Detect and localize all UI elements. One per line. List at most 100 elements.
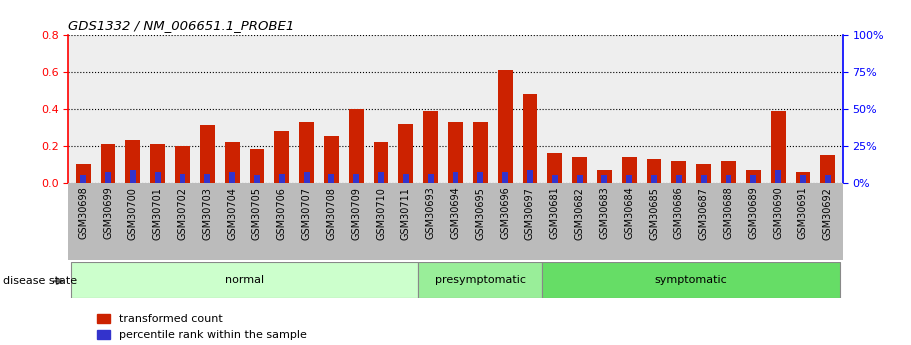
Bar <box>150 144 165 183</box>
Text: GSM30708: GSM30708 <box>326 187 336 240</box>
Text: GSM30681: GSM30681 <box>549 187 559 239</box>
Bar <box>126 140 140 183</box>
Text: GSM30695: GSM30695 <box>476 187 486 240</box>
Bar <box>403 174 409 183</box>
Text: GSM30692: GSM30692 <box>823 187 833 240</box>
Bar <box>597 170 612 183</box>
Bar <box>155 172 160 183</box>
Bar <box>751 176 756 183</box>
Bar <box>577 176 582 183</box>
Bar <box>200 125 215 183</box>
Bar <box>204 174 210 183</box>
Bar <box>175 146 189 183</box>
Bar <box>254 176 260 183</box>
Text: GSM30689: GSM30689 <box>748 187 758 239</box>
Text: GSM30683: GSM30683 <box>599 187 609 239</box>
Bar <box>303 172 310 183</box>
Bar <box>725 176 732 183</box>
Text: GSM30693: GSM30693 <box>425 187 435 239</box>
Bar <box>473 122 487 183</box>
Bar <box>299 122 314 183</box>
Bar <box>775 170 781 183</box>
Bar <box>497 70 513 183</box>
Bar <box>626 176 632 183</box>
Bar <box>100 144 116 183</box>
Text: GSM30703: GSM30703 <box>202 187 212 240</box>
Bar <box>696 164 711 183</box>
Bar <box>722 161 736 183</box>
Bar <box>418 262 542 298</box>
Text: GSM30711: GSM30711 <box>401 187 411 240</box>
Bar <box>76 164 91 183</box>
Bar <box>701 176 707 183</box>
Text: GSM30696: GSM30696 <box>500 187 510 239</box>
Bar <box>523 94 537 183</box>
Bar <box>676 176 681 183</box>
Bar <box>349 109 363 183</box>
Bar <box>542 262 840 298</box>
Bar <box>448 122 463 183</box>
Bar <box>378 172 384 183</box>
Bar <box>353 174 359 183</box>
Text: GSM30699: GSM30699 <box>103 187 113 239</box>
Text: GSM30700: GSM30700 <box>128 187 138 240</box>
Text: GSM30706: GSM30706 <box>277 187 287 240</box>
Bar <box>671 161 686 183</box>
Bar <box>230 172 235 183</box>
Legend: transformed count, percentile rank within the sample: transformed count, percentile rank withi… <box>92 309 311 345</box>
Bar <box>824 176 831 183</box>
Bar <box>71 262 418 298</box>
Bar <box>374 142 388 183</box>
Bar <box>453 172 458 183</box>
Text: GSM30688: GSM30688 <box>723 187 733 239</box>
Bar <box>324 137 339 183</box>
Text: GDS1332 / NM_006651.1_PROBE1: GDS1332 / NM_006651.1_PROBE1 <box>68 19 294 32</box>
Bar <box>572 157 587 183</box>
Text: GSM30690: GSM30690 <box>773 187 783 239</box>
Text: GSM30685: GSM30685 <box>649 187 659 240</box>
Text: GSM30697: GSM30697 <box>525 187 535 240</box>
Bar <box>329 174 334 183</box>
Bar <box>80 176 87 183</box>
Bar <box>548 153 562 183</box>
Bar <box>179 174 186 183</box>
Bar <box>424 110 438 183</box>
Bar <box>647 159 661 183</box>
Bar <box>225 142 240 183</box>
Text: normal: normal <box>225 275 264 285</box>
Bar <box>771 110 785 183</box>
Bar <box>398 124 414 183</box>
Text: GSM30707: GSM30707 <box>302 187 312 240</box>
Text: GSM30704: GSM30704 <box>227 187 237 240</box>
Bar <box>651 176 657 183</box>
Bar <box>527 170 533 183</box>
Text: GSM30702: GSM30702 <box>178 187 188 240</box>
Text: GSM30682: GSM30682 <box>575 187 585 240</box>
Bar <box>105 172 111 183</box>
Bar <box>502 172 508 183</box>
Bar <box>427 174 434 183</box>
Text: GSM30698: GSM30698 <box>78 187 88 239</box>
Bar <box>477 172 484 183</box>
Text: GSM30710: GSM30710 <box>376 187 386 240</box>
Bar <box>800 176 806 183</box>
Bar <box>601 176 608 183</box>
Text: GSM30709: GSM30709 <box>352 187 362 240</box>
Text: GSM30684: GSM30684 <box>624 187 634 239</box>
Text: GSM30705: GSM30705 <box>252 187 262 240</box>
Text: presymptomatic: presymptomatic <box>435 275 526 285</box>
Bar <box>552 176 558 183</box>
Bar <box>130 170 136 183</box>
Text: GSM30701: GSM30701 <box>153 187 163 240</box>
Text: GSM30686: GSM30686 <box>674 187 684 239</box>
Text: GSM30694: GSM30694 <box>451 187 460 239</box>
Bar <box>274 131 289 183</box>
Bar <box>250 149 264 183</box>
Text: symptomatic: symptomatic <box>655 275 728 285</box>
Bar <box>622 157 637 183</box>
Text: GSM30687: GSM30687 <box>699 187 709 240</box>
Bar <box>795 172 811 183</box>
Bar <box>820 155 835 183</box>
Bar <box>746 170 761 183</box>
Text: GSM30691: GSM30691 <box>798 187 808 239</box>
